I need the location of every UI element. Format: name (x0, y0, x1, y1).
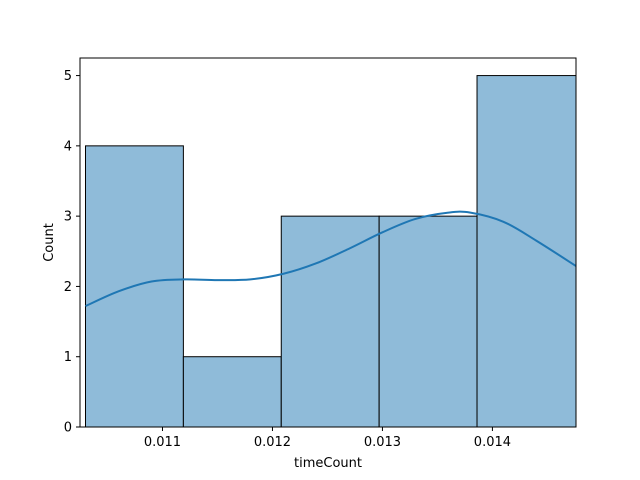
x-tick-label: 0.014 (474, 435, 511, 450)
y-axis: 0 1 2 3 4 5 (64, 69, 80, 436)
histogram-bars (84, 75, 577, 428)
x-axis: 0.011 0.012 0.013 0.014 (144, 427, 511, 450)
x-tick-label: 0.011 (144, 435, 181, 450)
histogram-bar-4 (378, 215, 478, 428)
y-tick-label: 2 (64, 280, 72, 295)
y-tick-label: 0 (64, 421, 72, 436)
y-tick-label: 5 (64, 69, 72, 84)
x-tick-label: 0.012 (254, 435, 291, 450)
y-tick-label: 3 (64, 210, 72, 225)
histogram-bar-3 (280, 215, 380, 428)
y-tick-label: 1 (64, 350, 72, 365)
kde-curve (85, 210, 577, 308)
histogram-bar-2 (182, 356, 282, 428)
histogram-bar-5 (476, 75, 577, 428)
plot-area-frame (79, 57, 577, 428)
y-tick-label: 4 (64, 139, 72, 154)
y-axis-label: Count (42, 223, 57, 262)
x-tick-label: 0.013 (364, 435, 401, 450)
x-axis-label: timeCount (294, 456, 362, 471)
